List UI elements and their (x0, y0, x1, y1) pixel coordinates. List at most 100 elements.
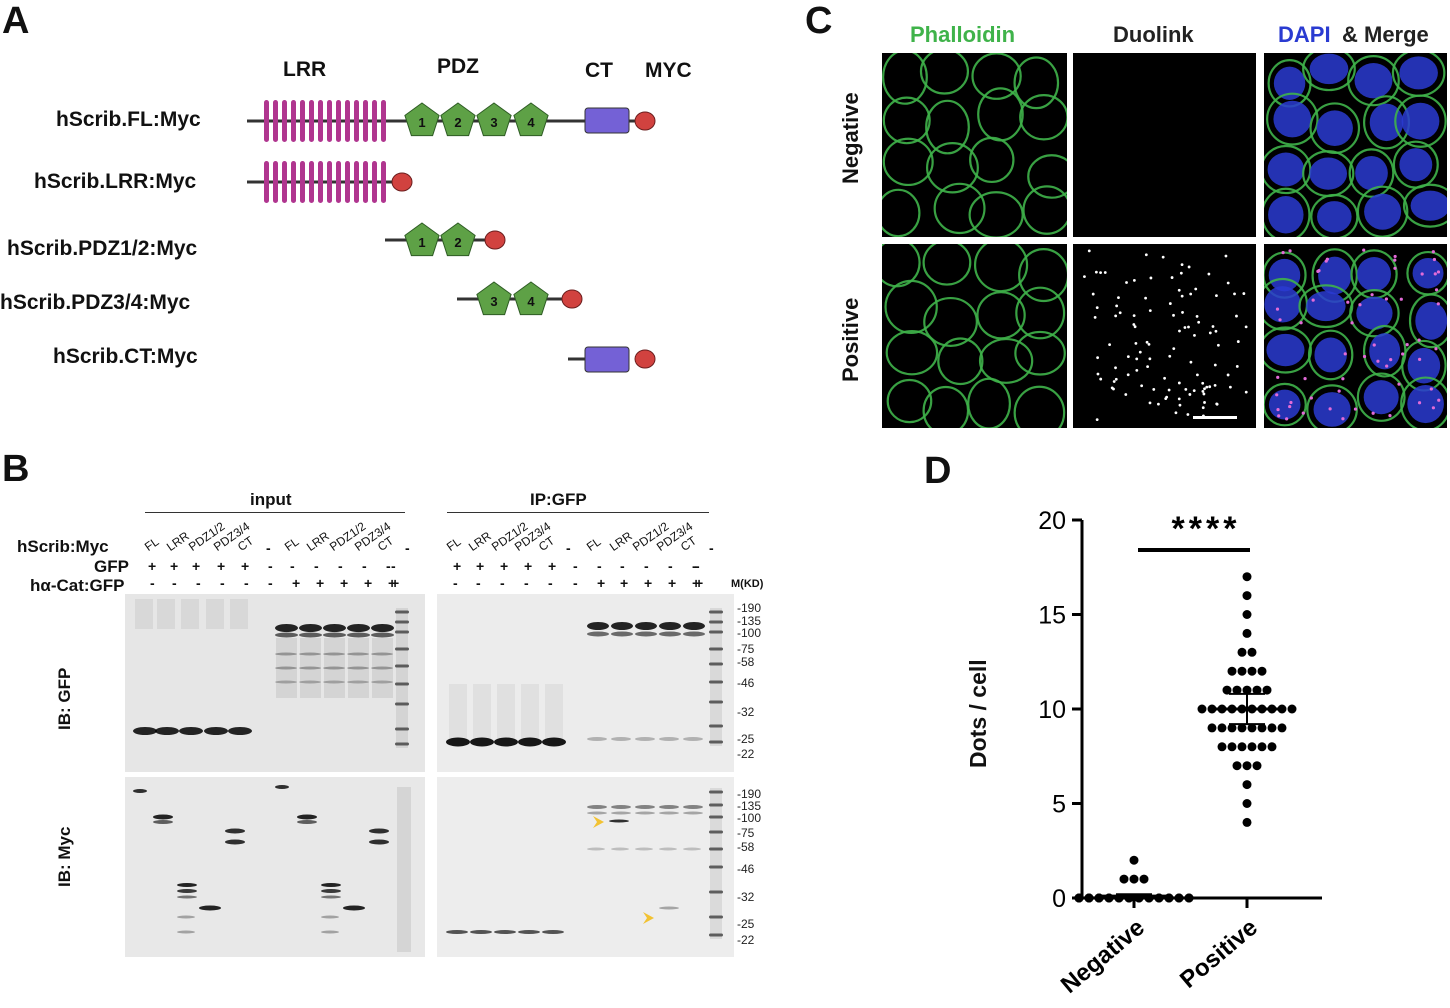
construct-label-fl: hScrib.FL:Myc (56, 108, 201, 131)
pla-dot (1178, 403, 1182, 407)
pla-dot (1132, 323, 1136, 326)
pla-dot (1393, 254, 1397, 259)
data-point (1242, 685, 1252, 695)
col-dapi: DAPI (1278, 22, 1331, 47)
data-point (1242, 572, 1252, 582)
nucleus (1314, 337, 1347, 373)
pla-dot (1135, 368, 1139, 372)
cell-outline (886, 378, 933, 424)
band (347, 652, 369, 656)
cat-gfp-band (659, 622, 681, 630)
mw-marker: -25 (737, 917, 755, 931)
data-point (1217, 723, 1227, 733)
lrr-repeat (282, 161, 287, 203)
gfp-band (542, 737, 566, 747)
gfp-band (155, 727, 179, 735)
pla-dot (1083, 275, 1086, 278)
pla-dot (1087, 249, 1091, 253)
pla-dot (1417, 401, 1422, 405)
cat-gfp-band (275, 632, 298, 638)
header-lrr: LRR (283, 58, 327, 81)
cell-outline (977, 87, 1024, 142)
pla-dot (1233, 292, 1236, 296)
y-tick-label: 20 (1038, 507, 1066, 535)
cat-gfp-band (635, 631, 657, 637)
pla-dot (1203, 387, 1206, 391)
pla-dot (1164, 397, 1168, 401)
ladder-band (709, 700, 723, 704)
pla-dot (1099, 271, 1102, 275)
ct-band (369, 828, 389, 834)
data-point (1242, 591, 1252, 601)
myc-tag (634, 111, 656, 131)
lane-label: - (266, 540, 271, 556)
mw-header: M(KD) (731, 578, 764, 590)
data-point (1227, 742, 1237, 752)
lrr-repeat (309, 100, 314, 142)
pla-dot (1215, 294, 1218, 298)
pla-dot (1177, 288, 1181, 292)
pla-dot (1135, 357, 1139, 361)
data-point (1227, 723, 1237, 733)
nucleus (1369, 333, 1401, 370)
scale-bar (1193, 416, 1237, 419)
nucleus (1399, 56, 1438, 90)
pla-dot (1174, 411, 1178, 415)
ladder-band (709, 740, 723, 744)
pla-dot (1337, 389, 1341, 393)
band (635, 737, 655, 741)
pla-dot (1192, 389, 1196, 392)
ct-domain (584, 107, 630, 134)
pla-dot (1196, 373, 1199, 377)
cell-outline (1013, 56, 1060, 110)
panel-label-a: A (2, 0, 30, 42)
band (587, 737, 607, 741)
sign-cat-ip: - (573, 575, 578, 591)
pdz-number: 3 (490, 115, 497, 130)
ladder-band (709, 830, 723, 834)
pla-dot (1418, 357, 1422, 361)
pla-dot (1434, 347, 1438, 351)
pla-dot (1353, 407, 1358, 411)
img-pos-duolink (1073, 244, 1256, 428)
cell-outline (937, 337, 984, 386)
data-point (1174, 893, 1184, 903)
cat-gfp-band (611, 622, 633, 630)
band (371, 652, 393, 656)
co-ip-band (609, 819, 629, 823)
pla-dot (1309, 396, 1313, 400)
ladder-band (709, 915, 723, 919)
ladder-band (709, 847, 723, 851)
sign-gfp: - (362, 558, 367, 574)
cell-outline (1402, 183, 1447, 228)
lrr-repeat (282, 100, 287, 142)
img-neg-merge (1264, 53, 1447, 237)
header-ct: CT (585, 59, 613, 82)
band (299, 666, 321, 670)
arrowhead-2 (643, 912, 654, 924)
data-point (1139, 874, 1149, 884)
pla-dot (1170, 276, 1174, 279)
pdz-domain: 2 (440, 222, 476, 257)
sign-gfp-ip: - (668, 558, 673, 574)
sign-cat-ip: + (644, 575, 653, 591)
panel-label-d: D (924, 450, 952, 492)
x-category-label: Negative (1056, 914, 1150, 999)
cell-outline (925, 142, 979, 194)
lrr-repeat (336, 100, 341, 142)
sign-cat: + (388, 575, 397, 591)
band (587, 811, 607, 815)
ladder-band (709, 620, 723, 624)
sign-cat-ip: - (500, 575, 505, 591)
construct-ct (568, 346, 656, 373)
pla-dot (1096, 356, 1100, 360)
pla-dot (1094, 270, 1098, 274)
pla-dot (1149, 276, 1153, 280)
data-point (1242, 799, 1252, 808)
pla-dot (1194, 287, 1198, 291)
cell-outline (1264, 382, 1307, 427)
img-neg-duolink (1073, 53, 1256, 237)
lane-label: FL (443, 534, 464, 554)
pdz-number: 1 (418, 235, 425, 250)
nucleus (1273, 100, 1312, 138)
